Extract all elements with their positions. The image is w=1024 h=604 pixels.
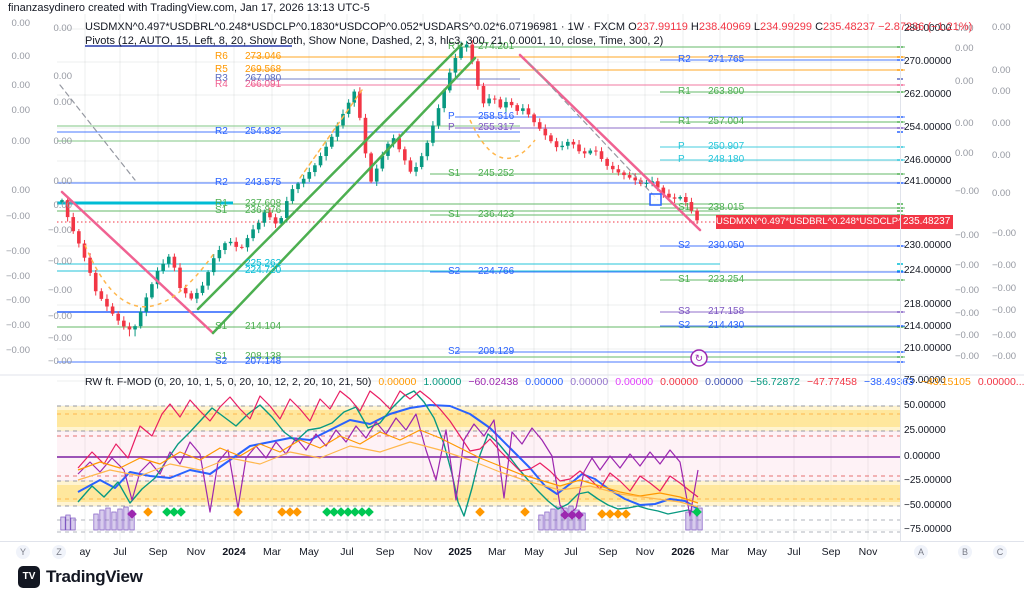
time-tick-month: ay (79, 546, 91, 558)
indicator-value: 0.00000 (525, 376, 564, 388)
time-tick-year: 2024 (222, 546, 246, 558)
indicator-values: 0.00000 1.00000 −60.02438 0.00000 0.00000 0.0… (378, 376, 1024, 388)
time-tick-month: May (524, 546, 544, 558)
axis-badge-c: C (993, 545, 1007, 559)
axis-badge-z: Z (52, 545, 66, 559)
tradingview-logo-text: TradingView (46, 567, 143, 586)
close-value: 235.48237 (823, 21, 876, 33)
low-value: 234.99299 (760, 21, 813, 33)
last-price-floating-label: USDMXN^0.497*USDBRL^0.248*USDCLP^0.18… (716, 215, 906, 229)
symbol-legend-row[interactable]: USDMXN^0.497*USDBRL^0.248*USDCLP^0.1830*… (85, 21, 973, 33)
tradingview-logo[interactable]: TV TradingView (18, 566, 143, 588)
open-value: 237.99119 (636, 21, 688, 33)
indicator-value: 0.00000 (660, 376, 699, 388)
price-axis[interactable] (900, 14, 1024, 541)
high-value: 238.40969 (698, 21, 751, 33)
indicator-value: 0.00000 (615, 376, 654, 388)
time-tick-year: 2025 (448, 546, 472, 558)
tradingview-logo-icon: TV (18, 566, 40, 588)
low-label: L (753, 21, 761, 33)
axis-badge-b: B (958, 545, 972, 559)
time-tick-month: Nov (186, 546, 206, 558)
indicator-value: 0.00000 (570, 376, 609, 388)
axis-badge-y: Y (16, 545, 30, 559)
time-tick-month: Nov (413, 546, 433, 558)
time-tick-month: May (299, 546, 319, 558)
indicator-value: 1.00000 (423, 376, 462, 388)
time-tick-month: Mar (710, 546, 730, 558)
svg-text:↻: ↻ (695, 354, 703, 365)
time-tick-month: Sep (598, 546, 618, 558)
time-tick-year: 2026 (671, 546, 695, 558)
last-price-axis-label: 235.48237 (900, 215, 953, 229)
indicator-value: −56.72872 (750, 376, 801, 388)
time-axis[interactable]: ay Jul Sep Nov 2024 Mar May Jul Sep Nov 2025 Mar May… (0, 541, 1024, 562)
high-label: H (690, 21, 699, 33)
indicator-legend-row[interactable]: RW ft. F-MOD (0, 20, 10, 1, 5, 0, 20, 10… (85, 377, 1024, 388)
time-tick-month: Jul (564, 546, 578, 558)
pivots-legend-row[interactable]: Pivots (12, AUTO, 15, Left, 8, 20, Show … (85, 35, 664, 47)
indicator-value: 0.00000... (977, 376, 1024, 388)
axis-badge-a: A (914, 545, 928, 559)
indicator-value: −60.02438 (468, 376, 519, 388)
time-tick-month: Jul (787, 546, 801, 558)
time-tick-month: Mar (262, 546, 282, 558)
time-tick-month: Nov (635, 546, 655, 558)
indicator-name: RW ft. F-MOD (0, 20, 10, 1, 5, 0, 20, 10… (85, 376, 372, 388)
close-label: C (815, 21, 824, 33)
indicator-value: −47.77458 (807, 376, 857, 388)
indicator-value: 0.00000 (378, 376, 417, 388)
open-label: O (628, 21, 637, 33)
time-tick-month: Jul (113, 546, 127, 558)
time-tick-month: May (747, 546, 767, 558)
indicator-value: −43.15105 (920, 376, 971, 388)
time-tick-month: Sep (148, 546, 168, 558)
time-tick-month: Nov (858, 546, 878, 558)
change-value: −2.87236 (−1.21%) (878, 21, 973, 33)
indicator-value: 0.00000 (705, 376, 744, 388)
time-tick-month: Jul (340, 546, 354, 558)
symbol-title: USDMXN^0.497*USDBRL^0.248*USDCLP^0.1830*… (85, 21, 558, 33)
time-tick-month: Sep (375, 546, 395, 558)
time-tick-month: Sep (821, 546, 841, 558)
watermark-title: finanzasydinero created with TradingView… (8, 2, 370, 14)
indicator-value: −38.49363 (863, 376, 914, 388)
time-tick-month: Mar (487, 546, 507, 558)
